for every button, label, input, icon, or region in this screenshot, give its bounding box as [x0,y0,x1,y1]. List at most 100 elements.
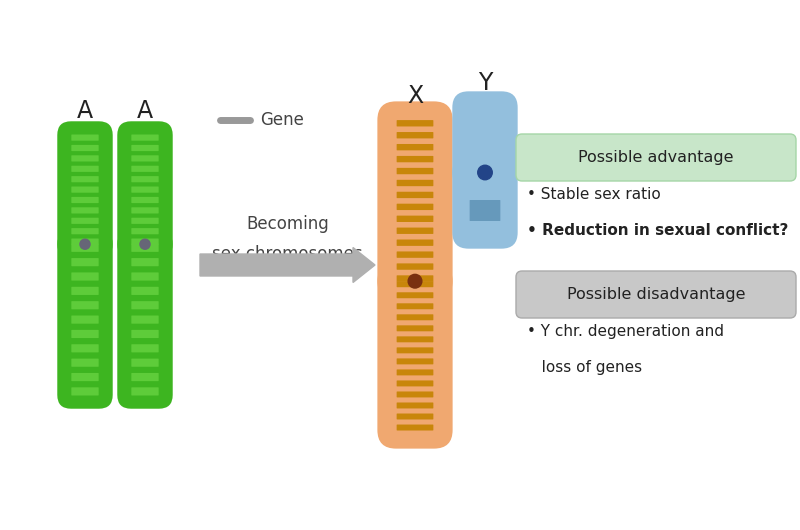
Text: loss of genes: loss of genes [527,360,642,375]
FancyBboxPatch shape [131,344,158,352]
FancyBboxPatch shape [131,301,158,310]
FancyBboxPatch shape [131,359,158,367]
Text: Possible disadvantage: Possible disadvantage [566,287,746,302]
FancyBboxPatch shape [397,314,434,320]
FancyBboxPatch shape [452,91,518,189]
Text: X: X [407,84,423,108]
Circle shape [478,165,492,180]
Text: Possible advantage: Possible advantage [578,150,734,165]
FancyBboxPatch shape [131,135,158,140]
FancyBboxPatch shape [397,337,434,342]
FancyBboxPatch shape [397,132,434,138]
FancyBboxPatch shape [397,325,434,331]
Circle shape [80,239,90,249]
FancyBboxPatch shape [71,315,98,324]
FancyBboxPatch shape [131,315,158,324]
FancyBboxPatch shape [397,275,434,282]
FancyBboxPatch shape [397,120,434,127]
FancyBboxPatch shape [58,231,113,409]
Text: Becoming: Becoming [246,215,329,233]
FancyBboxPatch shape [378,101,453,300]
Circle shape [408,275,422,288]
FancyBboxPatch shape [118,121,173,258]
FancyBboxPatch shape [131,258,158,266]
FancyBboxPatch shape [118,231,173,409]
FancyBboxPatch shape [71,135,98,140]
Text: Y: Y [478,72,492,95]
FancyBboxPatch shape [71,218,98,224]
FancyBboxPatch shape [131,373,158,381]
Text: Gene: Gene [260,111,304,129]
FancyBboxPatch shape [71,272,98,280]
FancyBboxPatch shape [516,134,796,181]
FancyBboxPatch shape [397,392,434,398]
FancyBboxPatch shape [71,228,98,234]
FancyBboxPatch shape [397,144,434,151]
FancyBboxPatch shape [131,244,158,252]
FancyBboxPatch shape [71,387,98,395]
Text: sex chromosomes: sex chromosomes [212,245,363,263]
FancyBboxPatch shape [397,425,434,430]
FancyBboxPatch shape [71,330,98,338]
FancyBboxPatch shape [378,262,453,448]
FancyBboxPatch shape [397,263,434,270]
FancyBboxPatch shape [131,197,158,203]
Text: A: A [137,99,153,123]
FancyBboxPatch shape [397,180,434,186]
FancyBboxPatch shape [397,381,434,386]
FancyBboxPatch shape [131,166,158,172]
FancyBboxPatch shape [397,240,434,246]
FancyBboxPatch shape [71,344,98,352]
Text: • Y chr. degeneration and: • Y chr. degeneration and [527,324,724,339]
FancyBboxPatch shape [470,200,500,221]
FancyBboxPatch shape [71,359,98,367]
FancyBboxPatch shape [71,187,98,193]
FancyBboxPatch shape [397,369,434,375]
FancyBboxPatch shape [397,402,434,409]
FancyBboxPatch shape [452,156,518,249]
FancyBboxPatch shape [397,216,434,222]
FancyBboxPatch shape [397,292,434,298]
FancyBboxPatch shape [516,271,796,318]
FancyBboxPatch shape [71,197,98,203]
FancyBboxPatch shape [58,121,113,258]
Text: A: A [77,99,93,123]
FancyBboxPatch shape [131,187,158,193]
Text: • Reduction in sexual conflict?: • Reduction in sexual conflict? [527,223,788,238]
FancyBboxPatch shape [71,287,98,295]
FancyBboxPatch shape [71,373,98,381]
FancyBboxPatch shape [397,168,434,174]
FancyBboxPatch shape [131,387,158,395]
FancyBboxPatch shape [71,258,98,266]
FancyBboxPatch shape [397,204,434,210]
FancyBboxPatch shape [131,330,158,338]
FancyBboxPatch shape [131,145,158,151]
FancyBboxPatch shape [71,244,98,252]
FancyBboxPatch shape [397,227,434,234]
FancyBboxPatch shape [71,301,98,310]
FancyBboxPatch shape [131,218,158,224]
FancyBboxPatch shape [131,207,158,214]
FancyBboxPatch shape [131,155,158,162]
Circle shape [140,239,150,249]
FancyBboxPatch shape [71,166,98,172]
FancyBboxPatch shape [397,281,434,287]
FancyBboxPatch shape [71,238,98,245]
FancyBboxPatch shape [397,358,434,364]
FancyBboxPatch shape [131,228,158,234]
FancyBboxPatch shape [131,272,158,280]
FancyBboxPatch shape [71,176,98,182]
FancyArrow shape [200,248,375,282]
FancyBboxPatch shape [131,176,158,182]
FancyBboxPatch shape [131,238,158,245]
FancyBboxPatch shape [397,156,434,162]
FancyBboxPatch shape [397,413,434,419]
FancyBboxPatch shape [397,251,434,258]
FancyBboxPatch shape [397,192,434,198]
FancyBboxPatch shape [71,145,98,151]
FancyBboxPatch shape [397,347,434,354]
FancyBboxPatch shape [397,303,434,310]
FancyBboxPatch shape [71,155,98,162]
Text: • Stable sex ratio: • Stable sex ratio [527,187,661,202]
FancyBboxPatch shape [131,287,158,295]
